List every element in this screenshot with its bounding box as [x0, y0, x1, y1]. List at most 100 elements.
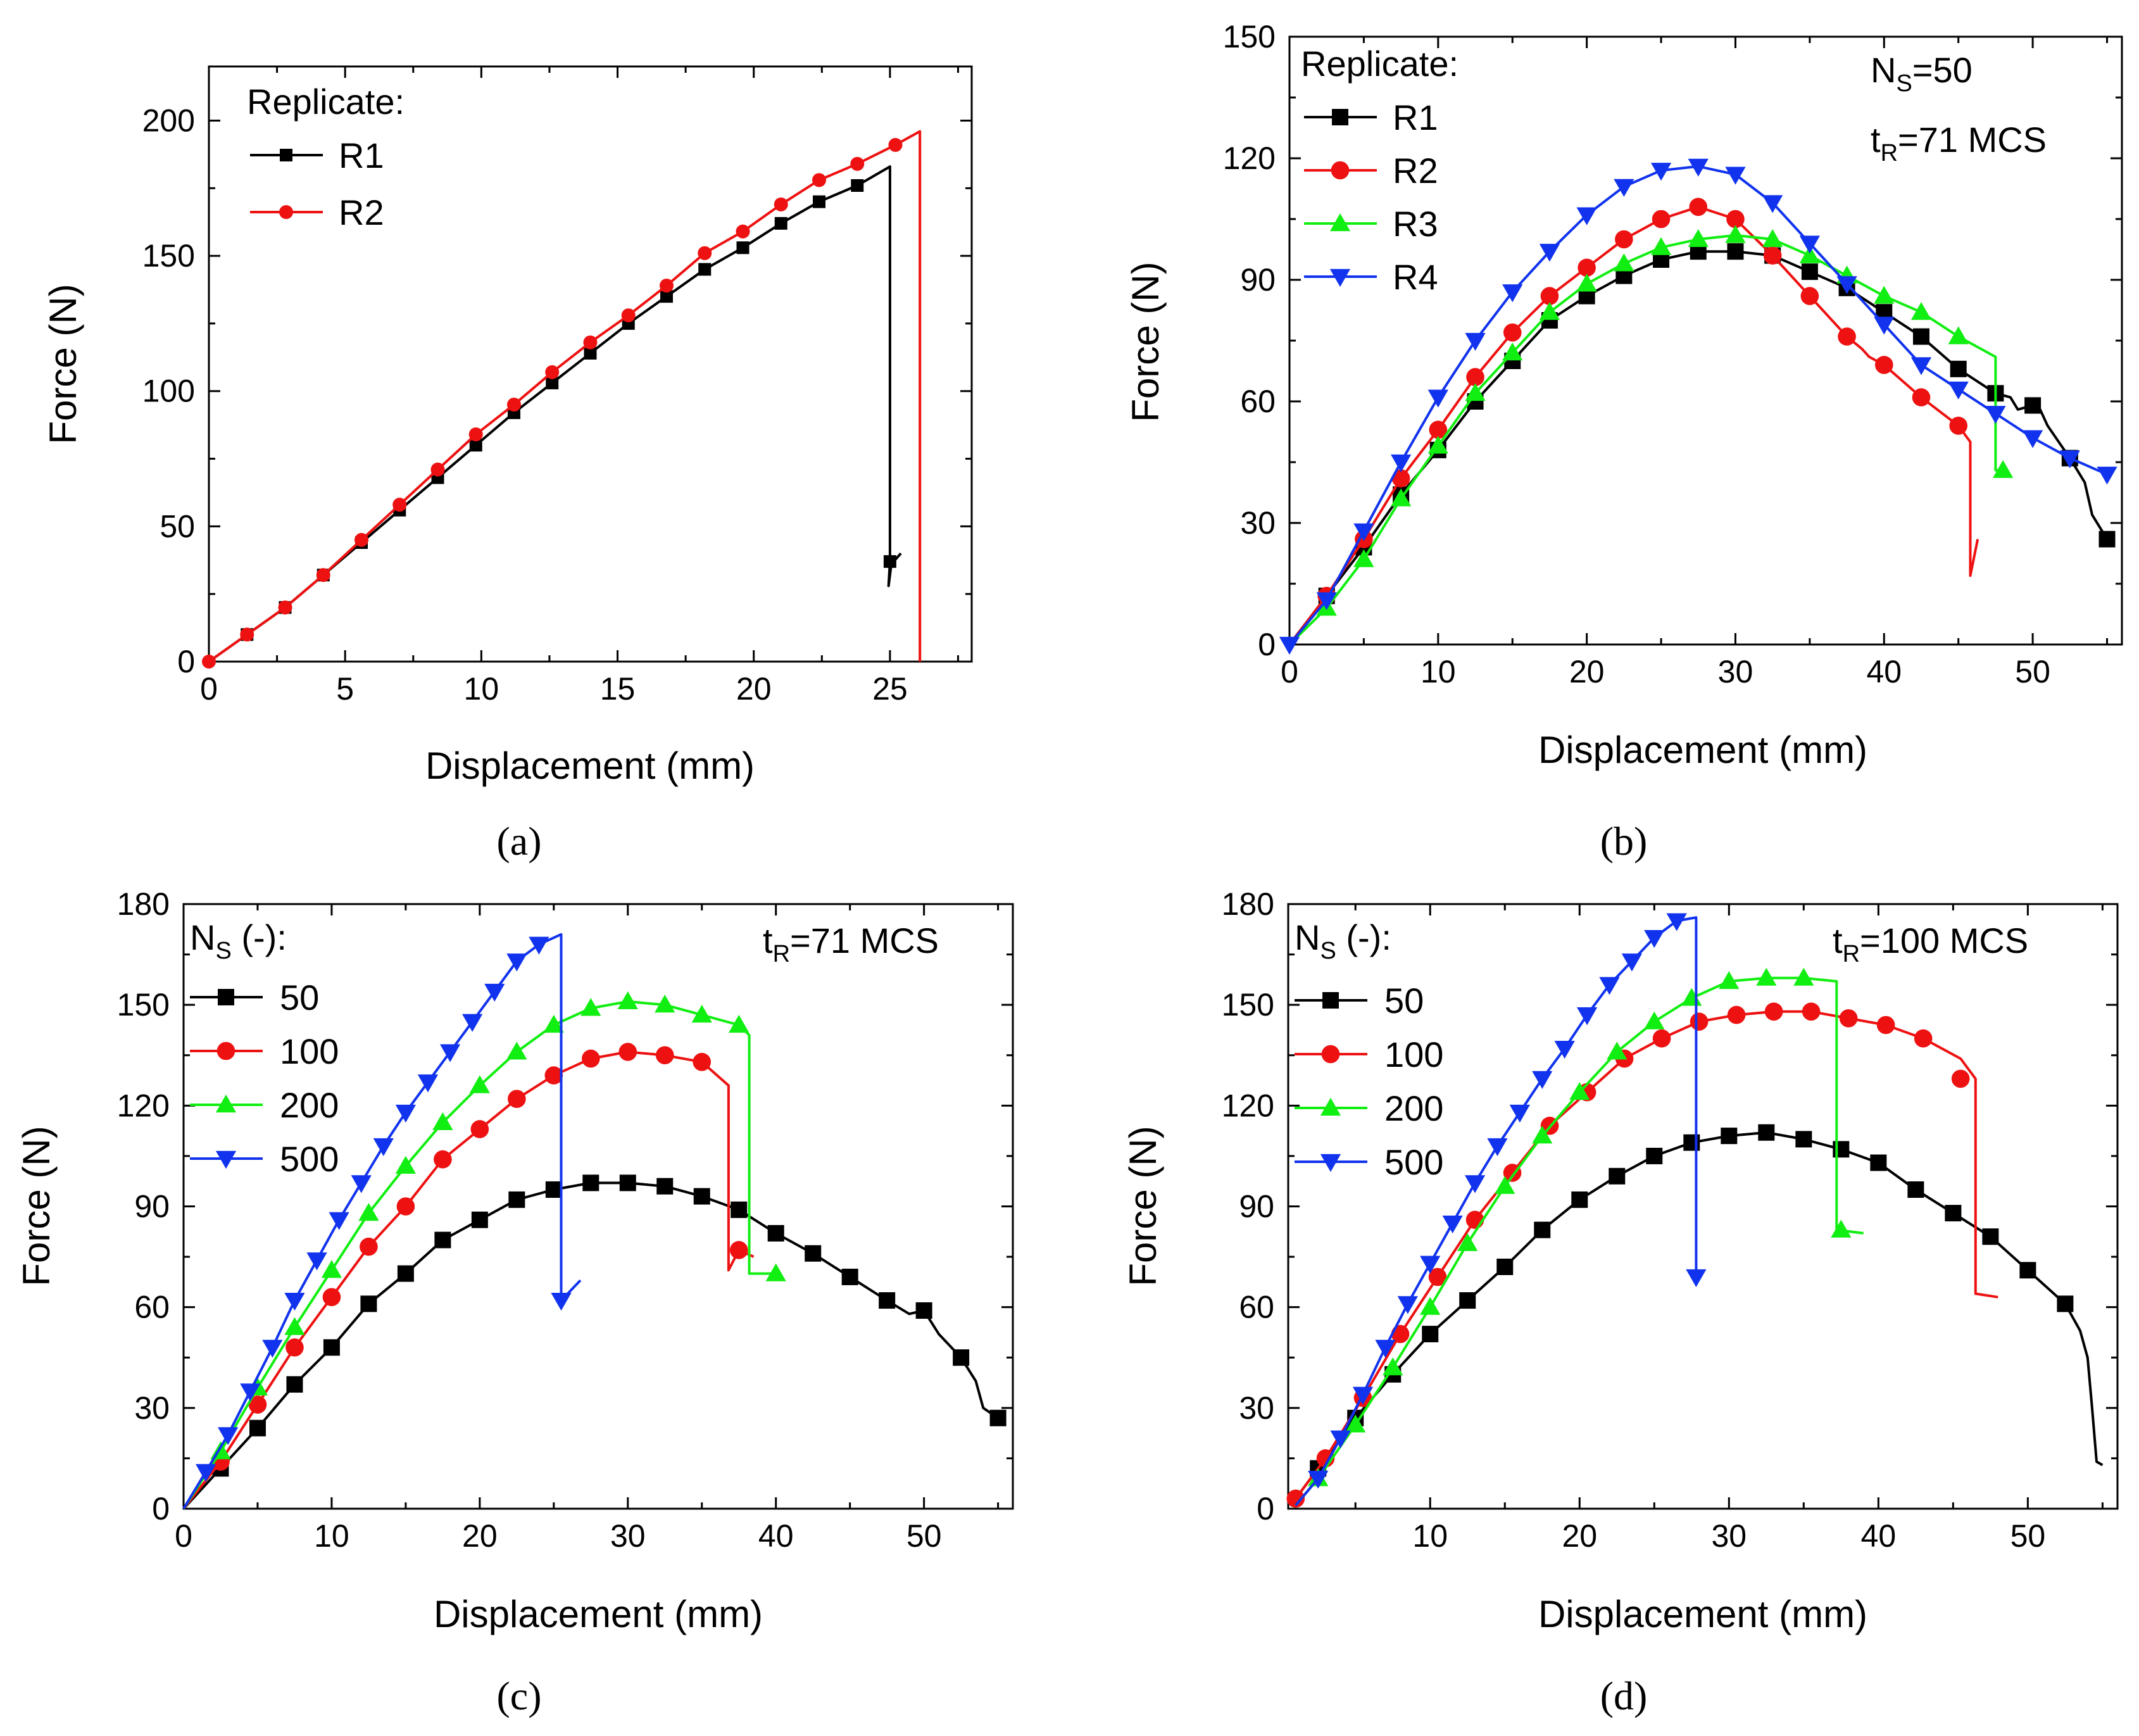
panel-c-series-500-point: [462, 1014, 483, 1032]
panel-b-series-R3-point: [1725, 225, 1746, 243]
panel-b-y-tick-label: 0: [1258, 627, 1276, 662]
panel-b: 0 10 20 30 40 50 0 30 60 90 120 150 Displacement (m…: [1124, 19, 2123, 864]
panel-b-series-R2-point: [1726, 210, 1745, 229]
panel-d-series-100-point: [1428, 1267, 1447, 1286]
panel-c-series-50-point: [879, 1292, 896, 1309]
panel-d-series-200-point: [1457, 1233, 1478, 1251]
panel-d-series-500-point: [1375, 1340, 1396, 1358]
panel-d-series-50-point: [1945, 1205, 1962, 1222]
panel-d-y-tick-label: 120: [1222, 1088, 1274, 1123]
panel-a-series-R2-point: [545, 365, 560, 379]
panel-b-x-tick-label: 30: [1718, 654, 1753, 689]
panel-b-series-R3: [1288, 225, 2014, 646]
panel-b-series-R3-point: [1762, 229, 1783, 248]
panel-b-series-R1-point: [2098, 531, 2116, 548]
panel-b-annotation-ns: NS=50: [1871, 50, 1973, 97]
panel-c-series-50-point: [397, 1265, 414, 1282]
panel-d-series-100-point: [1951, 1069, 1970, 1088]
panel-d-series-100-point: [1727, 1005, 1746, 1024]
panel-b-series-R2-point: [1949, 417, 1967, 435]
panel-b-series-R4-point: [1874, 317, 1895, 335]
panel-d-legend-n: N: [1295, 917, 1320, 957]
panel-b-series-R4-point: [1465, 332, 1486, 351]
panel-c-series-50-point: [619, 1174, 636, 1192]
panel-b-series-R1-point: [1912, 328, 1929, 345]
panel-a-series-R1-point: [546, 376, 559, 389]
panel-b-x-tick-label: 20: [1569, 654, 1605, 689]
panel-d-series-100-point: [1876, 1016, 1895, 1035]
panel-a-x-tick-label: 25: [872, 671, 908, 707]
panel-d-series-500-point: [1644, 929, 1665, 948]
panel-a-series-R2-point: [468, 427, 483, 442]
panel-c-series-50-point: [953, 1349, 970, 1366]
panel-a-caption: (a): [496, 819, 541, 864]
panel-a-series-R1-point: [698, 263, 712, 276]
panel-b-annot-n: N: [1871, 50, 1896, 90]
panel-c-series-500-point: [329, 1212, 349, 1230]
panel-d-series-500-point: [1686, 1269, 1707, 1288]
panel-b-series-R3-point: [1799, 245, 1820, 263]
panel-c-series-50-point: [360, 1295, 377, 1312]
panel-c-y-tick-label: 120: [117, 1088, 170, 1123]
panel-b-annot-ns-value: =50: [1912, 50, 1973, 90]
panel-d-annot-r-subscript: R: [1843, 941, 1860, 967]
panel-c-annot-r-subscript: R: [773, 941, 790, 967]
panel-c-series-100-point: [729, 1241, 748, 1259]
panel-d-series-500-point: [1621, 953, 1643, 972]
panel-b-series-R3-point: [1465, 383, 1486, 401]
panel-c-series-100-point: [470, 1120, 489, 1138]
panel-b-series-R2-point: [1763, 246, 1782, 265]
panel-b-series-R4-point: [1427, 389, 1448, 408]
panel-c-annot-t: t: [763, 921, 773, 960]
panel-b-x-tick-label: 0: [1281, 654, 1298, 689]
panel-d-legend-s-subscript: S: [1320, 938, 1336, 964]
panel-b-series-R1-point: [1727, 243, 1744, 260]
panel-c-series-200-point: [655, 995, 675, 1013]
panel-d-series-50-point: [1758, 1124, 1775, 1141]
panel-a-ticks: 0 5 10 15 20 25 0 50 100 150 200: [142, 66, 972, 707]
panel-b-legend-entries: R1 R2 R3 R4: [1304, 97, 1438, 297]
panel-b-y-tick-label: 30: [1240, 505, 1276, 541]
panel-c-series-200-point: [284, 1317, 305, 1335]
panel-c-x-tick-label: 0: [175, 1518, 192, 1554]
panel-d-series-500-line: [1295, 916, 1698, 1506]
panel-c-series-500-point: [195, 1464, 216, 1482]
panel-b-y-tick-label: 90: [1240, 262, 1276, 298]
panel-c-x-tick-label: 10: [314, 1518, 349, 1554]
panel-b-series-R2-point: [1689, 198, 1708, 217]
panel-c-legend-n: N: [190, 917, 215, 957]
panel-c-legend-entry-50: 50: [190, 978, 319, 1017]
panel-b-series-R4-point: [1836, 276, 1857, 294]
panel-b-series-R4-point: [2022, 430, 2043, 448]
panel-a-legend-entry-R2: R2: [250, 192, 384, 232]
panel-c-series-100-point: [618, 1043, 637, 1061]
panel-b-y-tick-label: 120: [1223, 141, 1276, 176]
panel-b-annot-t: t: [1871, 120, 1881, 160]
panel-d-y-tick-label: 0: [1257, 1491, 1274, 1526]
panel-c-series-200-point: [432, 1112, 453, 1130]
panel-a-plot-frame: [208, 65, 973, 663]
panel-d-series-200-point: [1569, 1081, 1590, 1100]
panel-b-x-tick-label: 50: [2015, 654, 2050, 689]
panel-a-series-R1-point: [813, 195, 825, 208]
panel-d-series-50-point: [2019, 1262, 2036, 1279]
panel-c-y-axis-title: Force (N): [15, 1126, 58, 1286]
panel-b-series-R4-point: [1799, 236, 1820, 254]
panel-c-x-tick-label: 50: [906, 1518, 942, 1554]
panel-b-legend-label: R3: [1393, 204, 1438, 244]
panel-d-legend-swatch-marker: [1321, 1045, 1340, 1064]
panel-d-x-axis-title: Displacement (mm): [1538, 1593, 1867, 1635]
panel-a-legend-swatch-marker: [280, 149, 292, 161]
panel-c-series-200-point: [469, 1075, 490, 1093]
panel-d-series-50-point: [1870, 1154, 1887, 1171]
panel-b-series-R4: [1279, 158, 2117, 655]
panel-c-legend-swatch-marker: [215, 1150, 237, 1169]
panel-b-series-R4-point: [1539, 244, 1560, 262]
panel-c-y-tick-label: 30: [134, 1390, 170, 1426]
panel-c-series-100-point: [693, 1053, 712, 1071]
panel-b-series-R2-point: [1838, 327, 1856, 346]
panel-b-series-R2-point: [1874, 356, 1893, 374]
panel-d-series-500-point: [1308, 1471, 1329, 1489]
panel-d-legend-entries: 50 100 200 500: [1295, 981, 1443, 1182]
